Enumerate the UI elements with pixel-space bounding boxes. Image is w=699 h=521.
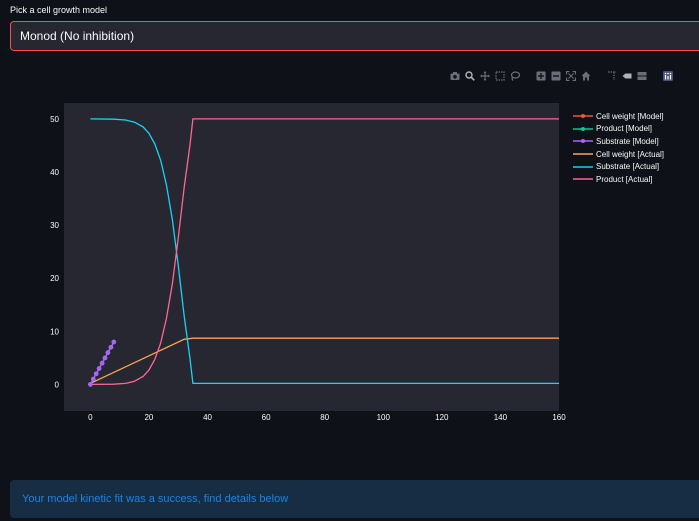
data-point-substrate-model bbox=[105, 350, 111, 355]
data-point-substrate-model bbox=[93, 371, 99, 377]
legend-label: Cell weight [Actual] bbox=[596, 149, 665, 159]
legend-swatch bbox=[573, 163, 593, 171]
data-point-substrate-model bbox=[91, 376, 96, 382]
hover-compare-icon[interactable] bbox=[637, 71, 647, 81]
cell-growth-chart[interactable]: 0 10 20 30 40 50 0 20 40 60 80 100 120 140 160 bbox=[0, 90, 699, 430]
y-tick-label: 50 bbox=[50, 115, 59, 124]
plotly-logo-icon[interactable] bbox=[663, 71, 673, 81]
x-tick-label: 120 bbox=[435, 413, 449, 422]
pan-icon[interactable] bbox=[480, 71, 490, 81]
model-select[interactable]: Monod (No inhibition) bbox=[10, 21, 699, 51]
y-tick-label: 40 bbox=[50, 168, 59, 177]
data-point-substrate-model bbox=[102, 355, 108, 361]
legend-item-substrate-actual[interactable]: Substrate [Actual] bbox=[573, 160, 664, 173]
legend-label: Cell weight [Model] bbox=[596, 111, 664, 121]
series-group bbox=[88, 118, 559, 387]
legend-item-cell-weight-model[interactable]: Cell weight [Model] bbox=[573, 110, 664, 123]
x-tick-label: 40 bbox=[203, 413, 212, 422]
x-tick-label: 20 bbox=[144, 413, 153, 422]
legend-swatch bbox=[573, 150, 593, 158]
x-tick-label: 140 bbox=[494, 413, 508, 422]
data-point-substrate-model bbox=[96, 366, 102, 371]
hover-closest-icon[interactable] bbox=[622, 71, 632, 81]
legend-item-substrate-model[interactable]: Substrate [Model] bbox=[573, 135, 664, 148]
autoscale-icon[interactable] bbox=[566, 71, 576, 81]
home-icon[interactable] bbox=[581, 71, 591, 81]
legend-label: Product [Model] bbox=[596, 124, 653, 134]
success-alert: Your model kinetic fit was a success, fi… bbox=[10, 480, 699, 518]
legend-item-product-model[interactable]: Product [Model] bbox=[573, 123, 664, 136]
data-point-substrate-model bbox=[111, 339, 117, 345]
y-axis-ticks: 0 10 20 30 40 50 bbox=[50, 115, 59, 390]
box-select-icon[interactable] bbox=[495, 71, 505, 81]
plot-modebar bbox=[450, 70, 673, 82]
legend-swatch bbox=[573, 137, 593, 145]
data-point-substrate-model bbox=[88, 382, 93, 387]
data-point-substrate-model bbox=[99, 360, 105, 366]
legend-label: Substrate [Actual] bbox=[596, 162, 660, 172]
model-select-label: Pick a cell growth model bbox=[10, 5, 108, 15]
series-line-product-actual bbox=[90, 118, 559, 386]
y-tick-label: 30 bbox=[50, 221, 59, 230]
model-select-value: Monod (No inhibition) bbox=[20, 29, 135, 43]
y-tick-label: 0 bbox=[55, 380, 60, 389]
legend-swatch bbox=[573, 125, 593, 133]
x-axis-ticks: 0 20 40 60 80 100 120 140 160 bbox=[88, 413, 566, 422]
chart-legend: Cell weight [Model] Product [Model] Substr… bbox=[573, 110, 664, 186]
series-line-cell-weight-actual bbox=[90, 337, 559, 384]
legend-label: Product [Actual] bbox=[596, 174, 653, 184]
legend-item-cell-weight-actual[interactable]: Cell weight [Actual] bbox=[573, 148, 664, 161]
series-line-substrate-actual bbox=[90, 118, 559, 385]
x-tick-label: 60 bbox=[262, 413, 271, 422]
y-tick-label: 20 bbox=[50, 274, 59, 283]
data-point-substrate-model bbox=[108, 345, 114, 350]
legend-label: Substrate [Model] bbox=[596, 136, 659, 146]
success-alert-text: Your model kinetic fit was a success, fi… bbox=[22, 493, 289, 505]
zoom-in-icon[interactable] bbox=[536, 71, 546, 81]
y-tick-label: 10 bbox=[50, 327, 59, 336]
plot-area[interactable] bbox=[64, 103, 559, 411]
x-tick-label: 100 bbox=[377, 413, 391, 422]
lasso-select-icon[interactable] bbox=[510, 71, 520, 81]
spike-lines-icon[interactable] bbox=[607, 71, 617, 81]
legend-swatch bbox=[573, 175, 593, 183]
x-tick-label: 160 bbox=[552, 413, 566, 422]
legend-swatch bbox=[573, 112, 593, 120]
x-tick-label: 0 bbox=[88, 413, 93, 422]
legend-item-product-actual[interactable]: Product [Actual] bbox=[573, 173, 664, 186]
camera-icon[interactable] bbox=[450, 71, 460, 81]
zoom-out-icon[interactable] bbox=[551, 71, 561, 81]
x-tick-label: 80 bbox=[320, 413, 329, 422]
zoom-icon[interactable] bbox=[465, 71, 475, 81]
